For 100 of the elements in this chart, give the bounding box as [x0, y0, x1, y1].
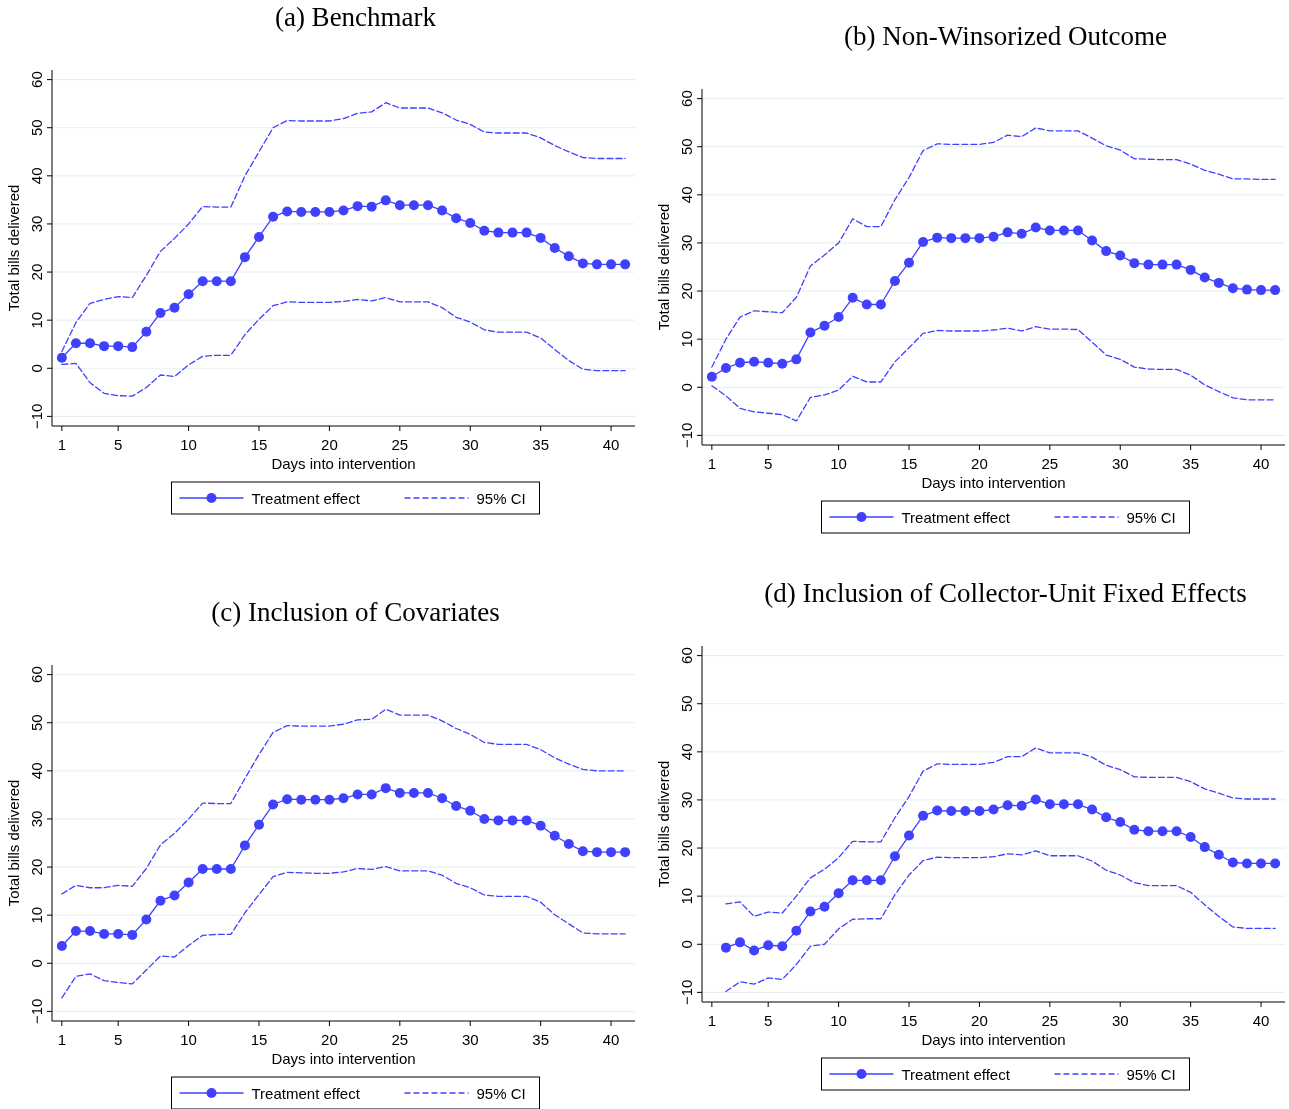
point	[239, 252, 250, 263]
point	[465, 217, 476, 228]
point	[988, 231, 999, 242]
point	[1171, 259, 1182, 270]
y-tick-label: −10	[678, 422, 695, 449]
y-tick-label: 60	[678, 90, 695, 107]
point	[1213, 849, 1224, 860]
point	[127, 929, 138, 940]
x-tick-label: 30	[461, 1031, 479, 1048]
point	[239, 840, 250, 851]
x-tick-label: 35	[532, 1031, 549, 1048]
x-tick-label: 30	[1111, 455, 1129, 472]
y-tick-label: 50	[28, 119, 45, 137]
point	[70, 338, 81, 349]
point	[1227, 283, 1238, 294]
x-axis-title: Days into intervention	[921, 474, 1066, 491]
point	[1256, 285, 1267, 296]
point	[366, 789, 377, 800]
point	[437, 205, 448, 216]
legend-label: Treatment effect	[251, 490, 361, 507]
point	[1058, 225, 1069, 236]
y-tick-label: 40	[678, 186, 695, 204]
x-tick-label: 15	[250, 1031, 268, 1048]
point	[99, 928, 110, 939]
y-tick-label: 30	[28, 215, 45, 233]
point	[1171, 826, 1182, 837]
point	[197, 276, 208, 287]
x-tick-label: 25	[1041, 455, 1059, 472]
point	[155, 307, 166, 318]
chart-title: (d) Inclusion of Collector-Unit Fixed Effects	[764, 578, 1247, 608]
point	[268, 799, 279, 810]
point	[310, 794, 321, 805]
point	[946, 806, 957, 817]
point	[1157, 259, 1168, 270]
point	[1072, 225, 1083, 236]
point	[1101, 812, 1112, 823]
point	[720, 363, 731, 374]
point	[591, 259, 602, 270]
point	[451, 213, 462, 224]
point	[352, 201, 363, 212]
point	[254, 819, 265, 830]
point	[1143, 826, 1154, 837]
y-axis-title: Total bills delivered	[5, 184, 22, 312]
x-tick-label: 40	[1252, 1012, 1270, 1029]
x-tick-label: 40	[602, 436, 620, 453]
point	[183, 877, 194, 888]
point	[1213, 277, 1224, 288]
point	[113, 928, 124, 939]
point	[1157, 826, 1168, 837]
chart-title: (a) Benchmark	[274, 2, 437, 32]
point	[918, 236, 929, 247]
point	[932, 232, 943, 243]
point	[805, 906, 816, 917]
y-tick-label: 60	[28, 71, 45, 88]
x-tick-label: 20	[321, 1031, 338, 1048]
y-tick-label: 0	[678, 383, 695, 392]
x-tick-label: 40	[1252, 455, 1270, 472]
chart-title: (b) Non-Winsorized Outcome	[844, 21, 1167, 51]
point	[735, 357, 746, 368]
point	[1241, 858, 1252, 869]
point	[85, 926, 96, 937]
point	[974, 233, 985, 244]
point	[1199, 842, 1210, 853]
point	[465, 805, 476, 816]
point	[861, 299, 872, 310]
point	[1241, 284, 1252, 295]
point	[1227, 857, 1238, 868]
point	[706, 371, 717, 382]
point	[577, 846, 588, 857]
point	[1101, 246, 1112, 257]
point	[606, 847, 617, 858]
point	[493, 815, 504, 826]
point	[85, 338, 96, 349]
point	[521, 815, 532, 826]
x-tick-label: 10	[830, 1012, 847, 1029]
x-tick-label: 1	[57, 1031, 67, 1048]
x-tick-label: 40	[602, 1031, 620, 1048]
x-tick-label: 1	[57, 436, 67, 453]
y-axis-title: Total bills delivered	[5, 779, 22, 907]
point	[875, 875, 886, 886]
point	[791, 925, 802, 936]
point	[763, 940, 774, 951]
y-tick-label: 10	[678, 887, 695, 905]
y-tick-label: 20	[678, 282, 695, 300]
point	[620, 847, 631, 858]
point	[225, 276, 236, 287]
point	[535, 820, 546, 831]
point	[591, 847, 602, 858]
x-axis-title: Days into intervention	[271, 455, 416, 472]
point	[749, 945, 760, 956]
point	[479, 225, 490, 236]
y-tick-label: −10	[678, 979, 695, 1006]
point	[847, 292, 858, 303]
point	[819, 320, 830, 331]
y-tick-label: 50	[678, 138, 695, 156]
point	[56, 352, 67, 363]
point	[735, 937, 746, 948]
point	[169, 890, 180, 901]
y-tick-label: 40	[28, 167, 45, 185]
point	[974, 806, 985, 817]
